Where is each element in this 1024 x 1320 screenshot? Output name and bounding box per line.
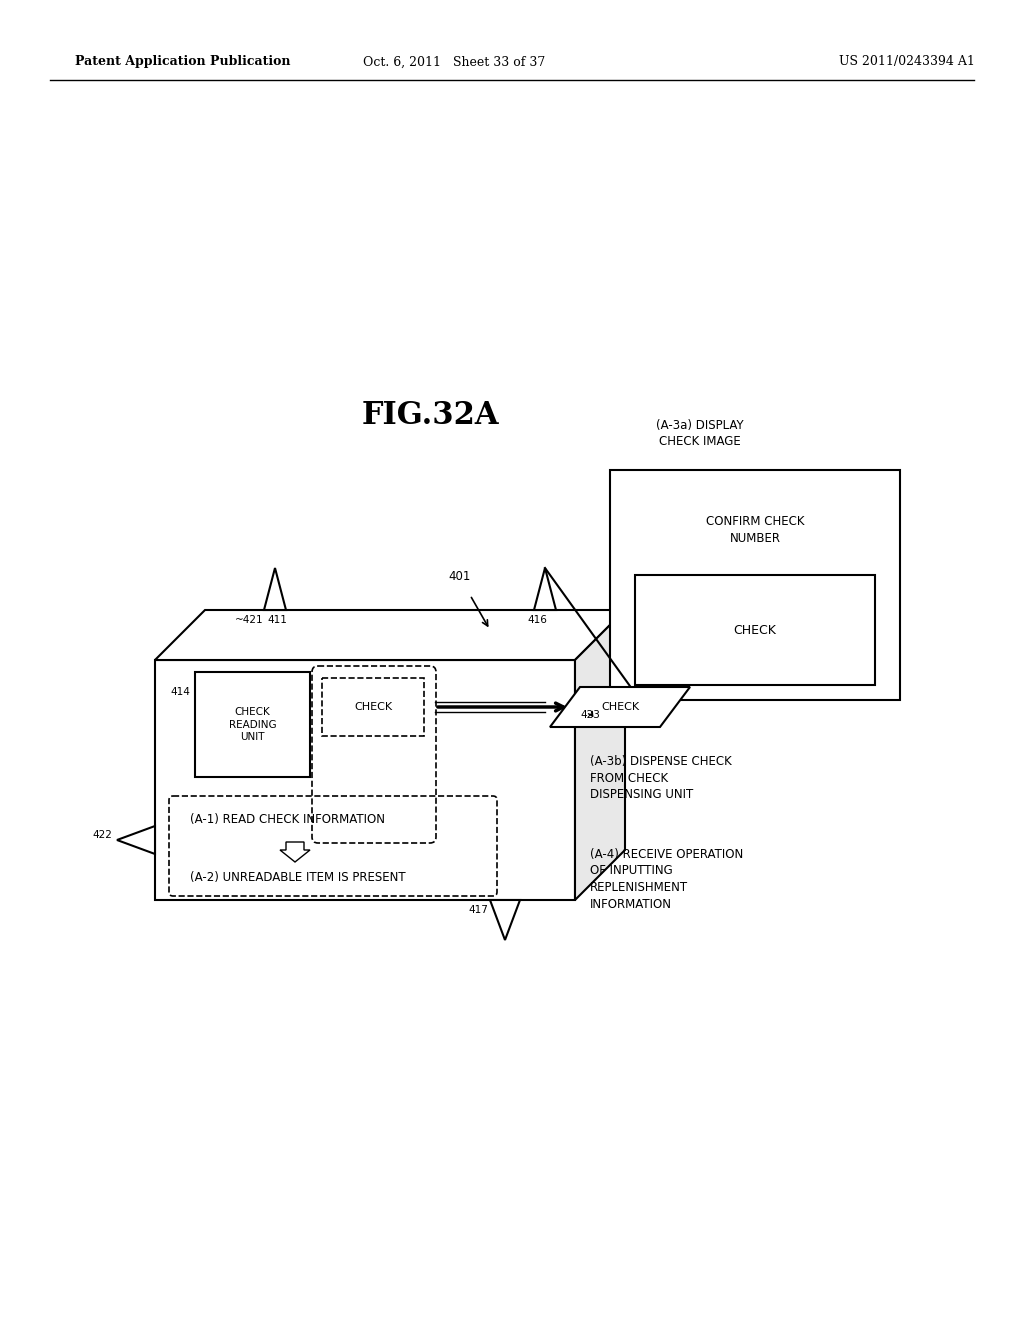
Text: 414: 414 <box>170 686 190 697</box>
Text: CHECK: CHECK <box>354 702 392 711</box>
Text: CONFIRM CHECK
NUMBER: CONFIRM CHECK NUMBER <box>706 515 804 545</box>
Text: CHECK: CHECK <box>601 702 639 711</box>
Text: 411: 411 <box>267 615 287 624</box>
Text: (A-3b) DISPENSE CHECK
FROM CHECK
DISPENSING UNIT: (A-3b) DISPENSE CHECK FROM CHECK DISPENS… <box>590 755 732 801</box>
FancyArrow shape <box>280 842 310 862</box>
Text: CHECK
READING
UNIT: CHECK READING UNIT <box>228 708 276 742</box>
Bar <box>322 678 424 737</box>
Text: (A-4) RECEIVE OPERATION
OF INPUTTING
REPLENISHMENT
INFORMATION: (A-4) RECEIVE OPERATION OF INPUTTING REP… <box>590 847 743 911</box>
Text: 416: 416 <box>527 615 547 624</box>
Text: (A-1) READ CHECK INFORMATION: (A-1) READ CHECK INFORMATION <box>190 813 385 826</box>
Polygon shape <box>155 610 625 660</box>
Polygon shape <box>264 568 286 610</box>
Bar <box>610 470 900 700</box>
Text: (A-2) UNREADABLE ITEM IS PRESENT: (A-2) UNREADABLE ITEM IS PRESENT <box>190 871 406 884</box>
Polygon shape <box>117 826 155 854</box>
Text: US 2011/0243394 A1: US 2011/0243394 A1 <box>839 55 975 69</box>
Text: CHECK: CHECK <box>733 623 776 636</box>
Text: Patent Application Publication: Patent Application Publication <box>75 55 291 69</box>
Text: ~421: ~421 <box>234 615 263 624</box>
Text: 401: 401 <box>449 570 470 583</box>
Bar <box>635 576 874 685</box>
Text: 417: 417 <box>468 906 488 915</box>
Polygon shape <box>534 568 556 610</box>
Text: Oct. 6, 2011   Sheet 33 of 37: Oct. 6, 2011 Sheet 33 of 37 <box>362 55 545 69</box>
Text: (A-3a) DISPLAY
CHECK IMAGE: (A-3a) DISPLAY CHECK IMAGE <box>656 418 743 447</box>
Text: 422: 422 <box>92 830 112 840</box>
Polygon shape <box>575 610 625 900</box>
Bar <box>155 660 575 900</box>
Polygon shape <box>550 686 690 727</box>
Polygon shape <box>490 900 520 940</box>
Bar <box>195 672 310 777</box>
Text: FIG.32A: FIG.32A <box>361 400 499 430</box>
Text: 423: 423 <box>580 710 600 719</box>
